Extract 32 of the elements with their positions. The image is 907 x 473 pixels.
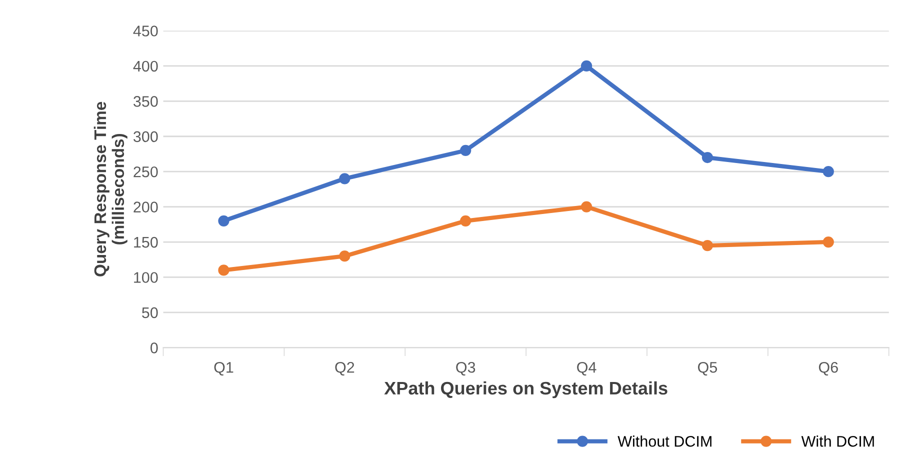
x-tick-label: Q4 [577, 362, 596, 376]
y-tick-label: 200 [134, 202, 158, 212]
point [339, 250, 350, 262]
y-tick-label: 400 [133, 60, 158, 72]
y-tick-label: 450 [133, 26, 158, 36]
point [339, 173, 350, 184]
legend-label: Without DCIM [618, 436, 712, 447]
x-tick-label: Q6 [818, 362, 838, 376]
point [460, 144, 472, 156]
y-tick-label: 0 [150, 342, 158, 354]
y-axis-title: Query Response Time (milliseconds) [94, 102, 128, 276]
x-axis-title: XPath Queries on System Details [384, 381, 668, 398]
legend-label: With DCIM [801, 436, 874, 447]
x-tick-label: Q2 [335, 362, 354, 376]
point [460, 215, 472, 226]
point [218, 264, 230, 276]
y-tick-label: 300 [133, 131, 158, 142]
point [702, 152, 714, 164]
point [822, 236, 834, 248]
y-tick-label: 50 [142, 307, 158, 318]
point [822, 166, 834, 178]
point [580, 60, 592, 72]
y-tick-label: 350 [133, 96, 158, 107]
point [580, 201, 592, 212]
point [218, 215, 230, 226]
y-tick-label: 150 [134, 236, 158, 248]
point [702, 240, 714, 252]
x-tick-label: Q3 [456, 362, 476, 376]
x-tick-label: Q1 [214, 362, 234, 376]
y-tick-label: 100 [134, 272, 158, 283]
x-tick-label: Q5 [698, 362, 718, 376]
y-tick-label: 250 [134, 166, 158, 178]
